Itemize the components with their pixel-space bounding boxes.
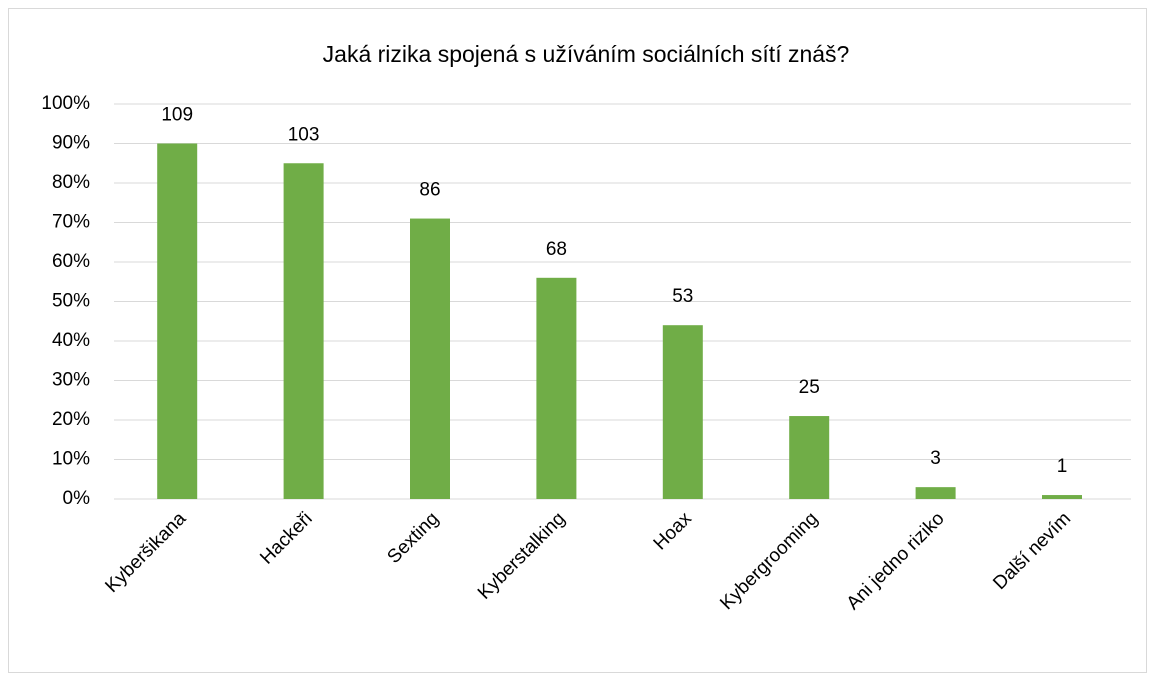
data-label: 86 xyxy=(419,180,440,201)
y-tick-label: 100% xyxy=(41,93,90,114)
bar xyxy=(536,277,577,499)
y-tick-label: 60% xyxy=(52,251,90,272)
bar xyxy=(789,416,830,499)
data-label: 68 xyxy=(546,239,567,260)
bar xyxy=(410,218,450,500)
bar xyxy=(283,163,324,499)
bar xyxy=(915,487,956,499)
y-tick-label: 0% xyxy=(63,488,91,509)
data-label: 109 xyxy=(161,105,193,126)
y-tick-label: 80% xyxy=(52,172,90,193)
data-label: 3 xyxy=(930,448,941,469)
y-tick-label: 50% xyxy=(52,291,90,312)
y-tick-label: 90% xyxy=(52,133,90,154)
y-tick-label: 30% xyxy=(52,370,90,391)
data-label: 25 xyxy=(799,377,820,398)
chart-title: Jaká rizika spojená s užíváním sociálníc… xyxy=(323,41,850,67)
data-label: 1 xyxy=(1057,456,1068,477)
bar xyxy=(662,325,703,499)
y-tick-label: 10% xyxy=(52,449,90,470)
bar xyxy=(157,143,198,499)
y-tick-label: 40% xyxy=(52,330,90,351)
y-tick-label: 20% xyxy=(52,409,90,430)
bar xyxy=(1042,495,1082,499)
data-label: 53 xyxy=(672,286,693,307)
y-tick-label: 70% xyxy=(52,212,90,233)
data-label: 103 xyxy=(288,124,320,145)
